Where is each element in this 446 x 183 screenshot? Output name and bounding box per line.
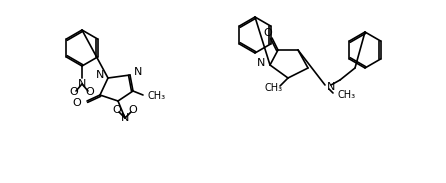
Text: N: N	[78, 79, 86, 89]
Text: N: N	[134, 67, 142, 77]
Text: CH₃: CH₃	[147, 91, 165, 101]
Text: O: O	[86, 87, 95, 97]
Text: N: N	[95, 70, 104, 80]
Text: N: N	[327, 82, 335, 92]
Text: CH₃: CH₃	[265, 83, 283, 93]
Text: N: N	[121, 113, 129, 123]
Text: O: O	[113, 105, 121, 115]
Text: O: O	[128, 105, 137, 115]
Text: O: O	[72, 98, 81, 108]
Text: N: N	[256, 58, 265, 68]
Text: O: O	[70, 87, 78, 97]
Text: CH₃: CH₃	[337, 90, 355, 100]
Text: O: O	[264, 28, 273, 38]
